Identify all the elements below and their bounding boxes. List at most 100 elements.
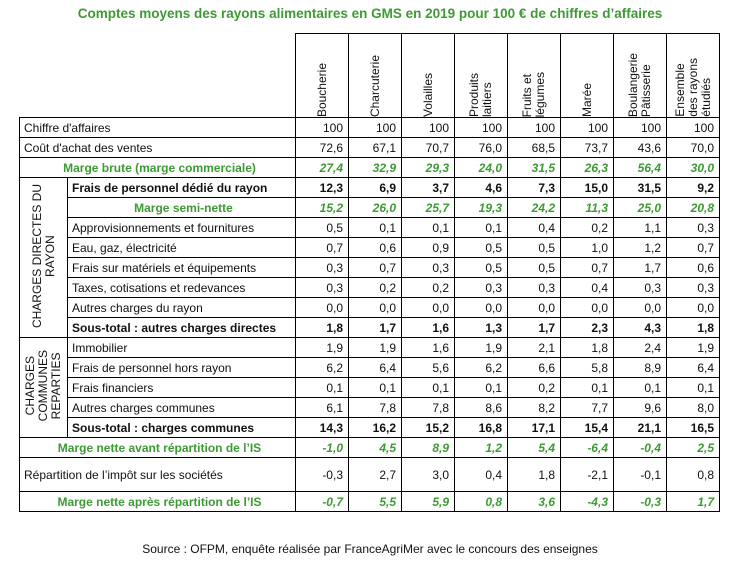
column-header: Produits laitiers (454, 33, 508, 118)
value-cell: 1,7 (613, 257, 667, 278)
value-cell: 2,4 (613, 337, 667, 358)
row-label: Frais de personnel dédié du rayon (67, 177, 296, 198)
value-cell: 70,0 (666, 137, 720, 158)
value-cell: -4,3 (560, 491, 614, 512)
value-cell: 0,8 (454, 491, 508, 512)
value-cell: 1,1 (613, 217, 667, 238)
table-row: Marge nette après répartition de l’IS -0,… (19, 491, 720, 512)
accounts-table: Boucherie Charcuterie Volailles Produits… (19, 33, 720, 512)
row-label: Frais financiers (67, 377, 296, 398)
row-label: Approvisionnements et fournitures (67, 217, 296, 238)
value-cell: 73,7 (560, 137, 614, 158)
value-cell: 68,5 (507, 137, 561, 158)
value-cell: 4,3 (613, 317, 667, 338)
value-cell: 3,7 (401, 177, 455, 198)
value-cell: 100 (507, 117, 561, 138)
value-cell: 0,0 (454, 297, 508, 318)
value-cell: 0,5 (507, 237, 561, 258)
value-cell: -6,4 (560, 437, 614, 458)
table-row: Autres charges communes 6,1 7,8 7,8 8,6 8,2 7,… (20, 397, 720, 418)
value-cell: 0,3 (666, 217, 720, 238)
value-cell: 1,6 (401, 317, 455, 338)
row-label: Autres charges communes (67, 397, 296, 418)
value-cell: 100 (666, 117, 720, 138)
value-cell: 8,0 (666, 397, 720, 418)
value-cell: 1,3 (454, 317, 508, 338)
value-cell: 0,2 (348, 277, 402, 298)
value-cell: 8,2 (507, 397, 561, 418)
value-cell: 5,4 (507, 437, 561, 458)
value-cell: 1,2 (613, 237, 667, 258)
value-cell: 0,7 (348, 257, 402, 278)
value-cell: 1,7 (666, 491, 720, 512)
value-cell: 17,1 (507, 417, 561, 438)
value-cell: 76,0 (454, 137, 508, 158)
value-cell: 31,5 (613, 177, 667, 198)
value-cell: 2,3 (560, 317, 614, 338)
value-cell: 6,4 (348, 357, 402, 378)
group-label: CHARGES DIRECTES DU RAYON (19, 177, 68, 338)
value-cell: 8,6 (454, 397, 508, 418)
value-cell: 0,2 (560, 217, 614, 238)
table-row: Eau, gaz, électricité 0,7 0,6 0,9 0,5 0,5 1,0 1… (20, 237, 720, 258)
value-cell: 15,2 (401, 417, 455, 438)
value-cell: 0,0 (401, 297, 455, 318)
value-cell: 1,2 (454, 437, 508, 458)
table-row: Sous-total : charges communes 14,3 16,2 15,… (20, 417, 720, 438)
value-cell: 5,5 (348, 491, 402, 512)
value-cell: 30,0 (666, 157, 720, 178)
value-cell: 7,3 (507, 177, 561, 198)
value-cell: 2,5 (666, 437, 720, 458)
value-cell: 7,7 (560, 397, 614, 418)
value-cell: 0,1 (613, 377, 667, 398)
value-cell: 0,0 (560, 297, 614, 318)
value-cell: 12,3 (295, 177, 349, 198)
value-cell: 100 (454, 117, 508, 138)
row-label: Sous-total : charges communes (67, 417, 296, 438)
header-blank (68, 34, 296, 118)
value-cell: 27,4 (295, 157, 349, 178)
value-cell: 6,2 (454, 357, 508, 378)
value-cell: 19,3 (454, 197, 508, 218)
table-row: Frais sur matériels et équipements 0,3 0,7… (20, 257, 720, 278)
column-header: Volailles (401, 33, 455, 118)
table-row: Approvisionnements et fournitures 0,5 0,1 0… (20, 217, 720, 238)
value-cell: 5,9 (401, 491, 455, 512)
table-row: Frais de personnel hors rayon 6,2 6,4 5,6 6,… (20, 357, 720, 378)
group-label-text: CHARGES COMMUNES REPARTIES (23, 350, 63, 422)
column-header: Boucherie (295, 33, 349, 118)
value-cell: 8,9 (401, 437, 455, 458)
value-cell: 1,6 (401, 337, 455, 358)
table-row: Marge brute (marge commerciale) 27,4 32,9 2… (19, 157, 720, 178)
row-label: Taxes, cotisations et redevances (67, 277, 296, 298)
column-header: Marée (560, 33, 614, 118)
value-cell: 6,2 (295, 357, 349, 378)
value-cell: 14,3 (295, 417, 349, 438)
value-cell: 3,0 (401, 457, 455, 492)
value-cell: 26,0 (348, 197, 402, 218)
value-cell: 72,6 (295, 137, 349, 158)
value-cell: 43,6 (613, 137, 667, 158)
value-cell: 0,5 (454, 257, 508, 278)
value-cell: -0,3 (613, 491, 667, 512)
table-row: Chiffre d'affaires 100 100 100 100 100 100 100 1… (19, 117, 720, 138)
row-label: Coût d'achat des ventes (19, 137, 296, 158)
column-header: Boulangerie Pâtisserie (613, 33, 667, 118)
value-cell: -0,1 (613, 457, 667, 492)
value-cell: 0,5 (295, 217, 349, 238)
value-cell: 16,5 (666, 417, 720, 438)
value-cell: 29,3 (401, 157, 455, 178)
table-row: Sous-total : autres charges directes 1,8 1… (20, 317, 720, 338)
value-cell: 25,0 (613, 197, 667, 218)
value-cell: 0,5 (507, 257, 561, 278)
row-label: Marge brute (marge commerciale) (19, 157, 296, 178)
value-cell: 8,9 (613, 357, 667, 378)
value-cell: 100 (401, 117, 455, 138)
value-cell: 1,8 (507, 457, 561, 492)
value-cell: 0,2 (507, 377, 561, 398)
value-cell: 0,3 (295, 257, 349, 278)
value-cell: 26,3 (560, 157, 614, 178)
group-label-text: CHARGES DIRECTES DU RAYON (29, 183, 57, 329)
source-note: Source : OFPM, enquête réalisée par Fran… (142, 542, 598, 556)
value-cell: 0,4 (454, 457, 508, 492)
